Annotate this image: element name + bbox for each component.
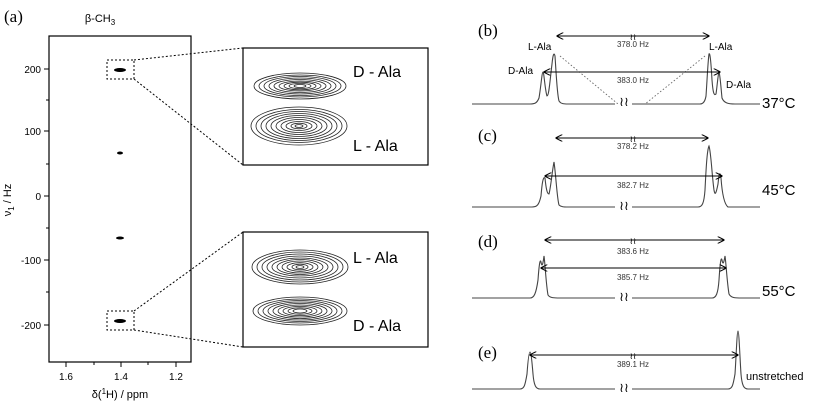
- zoom-bottom-lower-label: D - Ala: [353, 318, 401, 335]
- panel-b-label: (b): [478, 21, 498, 40]
- inner-splitting-label: 385.7 Hz: [617, 273, 649, 282]
- plot-frame: [48, 35, 192, 363]
- axis-break-icon: ≀≀: [619, 198, 629, 213]
- y-tick-label: 200: [24, 65, 41, 76]
- y-axis: 200 100 0 -100 -200 ν1 / Hz: [2, 65, 49, 332]
- spectrum-trace-right: [632, 53, 760, 105]
- x-axis-title: δ(1H) / ppm: [92, 387, 148, 401]
- temperature-label: unstretched: [746, 371, 803, 383]
- inner-splitting-label: 382.7 Hz: [617, 181, 649, 190]
- axis-break-icon: ≀≀: [630, 134, 637, 144]
- spectrum-trace-left: [472, 53, 615, 105]
- temperature-label: 45°C: [762, 182, 796, 199]
- outer-splitting-label: 389.1 Hz: [617, 360, 649, 369]
- spectrum-e: (e) 389.1 Hz unstretched ≀≀ ≀≀: [472, 330, 803, 395]
- axis-break-icon: ≀≀: [619, 380, 629, 395]
- spectrum-trace-left: [472, 161, 615, 208]
- temperature-label: 37°C: [762, 95, 796, 112]
- zoom-bottom-upper-label: L - Ala: [353, 250, 398, 267]
- panel-a-label: (a): [4, 7, 23, 26]
- cross-peak: [116, 236, 124, 240]
- spectrum-trace-left: [472, 255, 615, 299]
- x-tick-label: 1.2: [169, 372, 183, 383]
- spectrum-d: (d) 383.6 Hz 385.7 Hz 55°C ≀≀ ≀≀: [472, 232, 796, 304]
- x-axis: 1.6 1.4 1.2 δ(1H) / ppm: [59, 362, 183, 401]
- zoom-top-lower-label: L - Ala: [353, 138, 398, 155]
- right-l-ala-tag: L-Ala: [709, 42, 733, 53]
- spectrum-trace-right: [632, 330, 760, 390]
- axis-break-icon: ≀≀: [619, 289, 629, 304]
- outer-splitting-label: 383.6 Hz: [617, 247, 649, 256]
- panel-c-label: (c): [478, 126, 497, 145]
- contour-upper: [253, 72, 347, 100]
- x-tick-label: 1.4: [114, 372, 128, 383]
- right-d-ala-tag: D-Ala: [726, 80, 751, 91]
- cross-peak: [117, 151, 123, 155]
- zoom-region-top: [106, 59, 135, 80]
- zoom-panel-top: D - Ala L - Ala: [242, 47, 429, 166]
- spectrum-b: (b) 378.0 Hz 383.0 Hz L-Ala D-Ala L-Ala …: [472, 21, 796, 112]
- contour-lower: [252, 296, 348, 326]
- axis-break-icon: ≀≀: [630, 351, 637, 361]
- y-tick-label: 0: [35, 192, 41, 203]
- outer-splitting-label: 378.0 Hz: [617, 40, 649, 49]
- y-tick-label: -200: [21, 321, 41, 332]
- contour-upper: [251, 249, 349, 285]
- left-l-ala-tag: L-Ala: [528, 42, 552, 53]
- contour-lower: [250, 106, 348, 146]
- cross-peak: [114, 319, 126, 323]
- cross-peak: [114, 68, 126, 72]
- y-tick-label: 100: [24, 127, 41, 138]
- beta-ch3-label: β-CH3: [85, 13, 116, 27]
- spectrum-trace-right: [632, 255, 760, 299]
- zoom-connectors: [133, 47, 244, 348]
- zoom-panel-bottom: L - Ala D - Ala: [242, 231, 429, 348]
- guide-line: [559, 55, 619, 105]
- guide-line: [644, 55, 706, 105]
- panel-a: (a) β-CH3 200 100 0 -100 -200 ν1 / Hz: [2, 7, 192, 401]
- temperature-label: 55°C: [762, 283, 796, 300]
- axis-break-icon: ≀≀: [630, 236, 637, 246]
- panel-d-label: (d): [478, 232, 498, 251]
- outer-splitting-label: 378.2 Hz: [617, 142, 649, 151]
- axis-break-icon: ≀≀: [619, 94, 629, 109]
- zoom-top-upper-label: D - Ala: [353, 64, 401, 81]
- y-tick-label: -100: [21, 256, 41, 267]
- panel-e-label: (e): [478, 343, 497, 362]
- zoom-region-bottom: [106, 310, 135, 331]
- axis-break-icon: ≀≀: [630, 32, 637, 42]
- spectrum-c: (c) 378.2 Hz 382.7 Hz 45°C ≀≀ ≀≀: [472, 126, 796, 213]
- y-axis-title: ν1 / Hz: [2, 184, 16, 217]
- left-d-ala-tag: D-Ala: [508, 66, 533, 77]
- inner-splitting-label: 383.0 Hz: [617, 76, 649, 85]
- x-tick-label: 1.6: [59, 372, 73, 383]
